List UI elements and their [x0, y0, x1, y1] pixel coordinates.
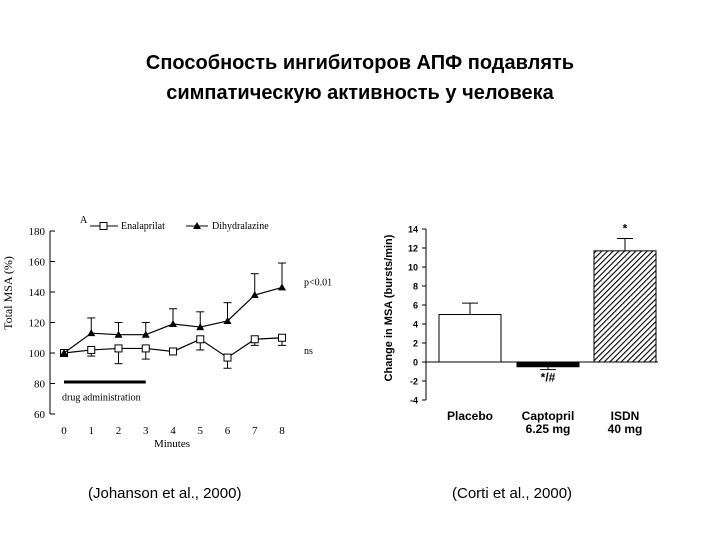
bars-group: */# *: [426, 222, 658, 385]
drug-administration-label: drug administration: [62, 393, 141, 404]
caption-right: (Corti et al., 2000): [452, 485, 573, 502]
data-point-triangle: [114, 330, 123, 338]
y-tick-label: 14: [408, 225, 418, 235]
series-group: [60, 262, 286, 369]
y-tick-label: 80: [34, 379, 46, 391]
data-point-triangle: [141, 330, 150, 338]
x-tick-labels: 0 1 2 3 4 5 6 7 8: [61, 425, 285, 437]
series-end-label-ns: ns: [304, 346, 313, 357]
x-tick-label: 7: [252, 425, 258, 437]
y-tick-label: 6: [413, 301, 418, 311]
legend-label-enalaprilat: Enalaprilat: [121, 221, 165, 232]
data-point-triangle: [223, 316, 232, 324]
category-label: Placebo: [447, 409, 493, 423]
data-point-square: [169, 347, 177, 356]
x-tick-label: 8: [279, 425, 285, 437]
data-point-triangle: [169, 320, 177, 328]
category-label: Captopril: [522, 409, 575, 423]
significance-marker: */#: [541, 371, 556, 385]
x-tick-label: 0: [61, 425, 67, 437]
data-point-square: [223, 353, 232, 362]
series-enalaprilat: [60, 333, 286, 369]
legend-label-dihydralazine: Dihydralazine: [212, 221, 269, 232]
bar-captopril: [516, 361, 580, 368]
legend-marker-triangle: [193, 222, 201, 229]
series-dihydralazine: [60, 262, 286, 356]
legend-marker-square: [99, 222, 108, 230]
y-tick-label: 100: [29, 348, 46, 360]
x-tick-label: 4: [170, 425, 176, 437]
y-tick-label: 0: [413, 358, 418, 368]
y-axis-label: Change in MSA (bursts/min): [383, 234, 395, 381]
panel-label: A: [80, 215, 88, 226]
data-point-triangle: [278, 283, 286, 291]
data-point-square: [250, 335, 259, 344]
msa-line-chart: 60 80 100 120 140 160 180 0 1 2 3 4 5 6 7 8 Total MSA …: [1, 215, 332, 450]
legend: Enalaprilat Dihydralazine: [90, 221, 269, 232]
y-tick-label: 12: [408, 244, 418, 254]
y-tick-label: 10: [408, 263, 418, 273]
y-tick-label: 160: [29, 257, 46, 269]
data-point-square: [278, 333, 286, 342]
x-tick-label: 6: [225, 425, 231, 437]
y-tick-labels: -4 -2 0 2 4 6 8 10 12 14: [408, 225, 426, 406]
x-tick-label: 3: [143, 425, 149, 437]
x-tick-label: 1: [89, 425, 95, 437]
data-point-triangle: [196, 323, 205, 331]
y-tick-label: -4: [410, 396, 418, 406]
title-line-2: симпатическую активность у человека: [166, 82, 554, 104]
y-tick-labels: 60 80 100 120 140 160 180: [29, 226, 55, 421]
slide-title: Способность ингибиторов АПФ подавлять си…: [0, 48, 720, 108]
significance-marker: *: [623, 222, 628, 236]
y-tick-label: 180: [29, 226, 46, 238]
bar-isdn: [593, 250, 657, 363]
x-tick-label: 2: [116, 425, 122, 437]
title-line-1: Способность ингибиторов АПФ подавлять: [145, 52, 575, 74]
data-point-square: [196, 335, 205, 344]
data-point-triangle: [87, 329, 96, 337]
y-tick-label: -2: [410, 377, 418, 387]
drug-administration-bar: [64, 380, 146, 384]
category-label: 6.25 mg: [526, 422, 571, 436]
y-tick-label: 120: [29, 318, 46, 330]
y-tick-label: 4: [413, 320, 418, 330]
data-point-square: [141, 344, 150, 353]
data-point-square: [87, 345, 96, 354]
y-tick-label: 8: [413, 282, 418, 292]
data-point-square: [114, 344, 123, 353]
data-point-triangle: [250, 291, 259, 299]
x-axis-label: Minutes: [154, 438, 190, 450]
series-end-label-p: p<0.01: [304, 277, 332, 288]
msa-change-bar-chart: Change in MSA (bursts/min) -4 -2 0 2 4 6 8 10 12…: [383, 222, 658, 436]
category-label: 40 mg: [608, 422, 643, 436]
data-point-triangle: [60, 349, 68, 356]
y-tick-label: 140: [29, 287, 46, 299]
x-tick-label: 5: [198, 425, 204, 437]
y-tick-label: 60: [34, 409, 46, 421]
caption-left: (Johanson et al., 2000): [88, 485, 242, 502]
y-tick-label: 2: [413, 339, 418, 349]
category-label: ISDN: [611, 409, 640, 423]
y-axis-label: Total MSA (%): [1, 256, 15, 330]
bar-placebo: [438, 314, 502, 363]
